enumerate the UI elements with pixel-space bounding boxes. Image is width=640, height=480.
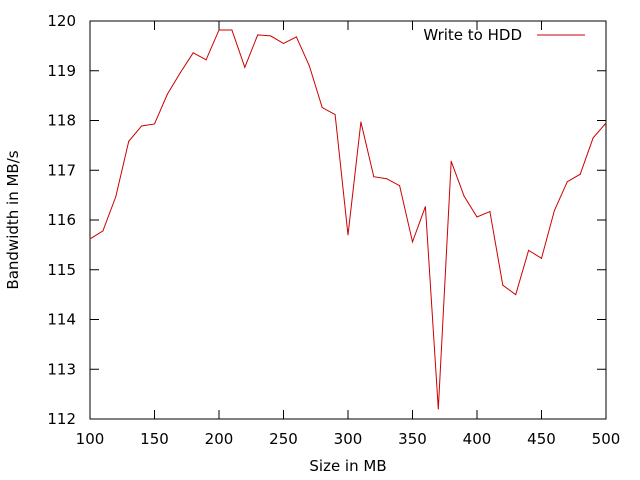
data-point [450,160,452,162]
series-layer [89,29,607,410]
data-point [154,123,155,125]
data-point [347,234,349,236]
y-tick-labels: 112 113 114 115 116 117 118 119 120 [47,12,76,428]
data-point [308,65,310,67]
data-point [141,125,143,127]
data-point [231,29,233,31]
y-tick-label: 115 [47,261,76,279]
x-tick-label: 500 [592,430,621,448]
y-tick-label: 117 [47,161,76,179]
y-tick-label: 119 [47,62,76,80]
data-point [566,181,568,183]
data-point [244,66,246,68]
data-point [270,35,272,37]
data-point [192,52,194,54]
data-point [424,206,426,208]
y-tick-label: 112 [47,410,76,428]
data-point [205,59,207,61]
data-point [386,178,388,180]
legend: Write to HDD [423,26,585,44]
data-point [463,195,465,197]
data-point [128,140,130,142]
plot-frame [89,20,607,420]
data-point [166,93,168,95]
series-line-write-to-hdd [89,29,607,410]
data-point [321,107,323,109]
x-tick-label: 450 [527,430,556,448]
x-tick-label: 100 [76,430,105,448]
data-point [412,241,413,243]
x-tick-label: 250 [269,430,298,448]
data-point [579,173,581,175]
data-point [605,122,607,124]
data-point [334,114,336,116]
x-tick-label: 150 [140,430,169,448]
data-point [257,34,259,36]
x-tick-label: 200 [205,430,234,448]
y-tick-label: 120 [47,12,76,30]
data-point [373,176,375,178]
y-axis-title: Bandwidth in MB/s [4,150,22,289]
y-tick-label: 113 [47,360,76,378]
y-tick-label: 116 [47,211,76,229]
x-tick-labels: 100 150 200 250 300 350 400 450 500 [76,430,621,448]
data-point [528,249,530,251]
data-point [283,42,284,44]
data-point [179,72,181,74]
y-tick-label: 114 [47,311,76,329]
x-tick-label: 350 [398,430,427,448]
data-point [218,29,220,31]
axis-ticks [90,21,606,419]
y-tick-label: 118 [47,112,76,130]
data-point [553,210,555,212]
data-point [399,185,401,187]
data-point [592,137,594,139]
x-tick-label: 400 [463,430,492,448]
x-tick-label: 300 [334,430,363,448]
data-point [360,121,362,123]
legend-label: Write to HDD [423,26,522,44]
data-point [515,294,517,296]
data-point [489,211,491,213]
data-point [476,216,478,218]
data-point [437,408,439,410]
data-point [541,257,542,259]
x-axis-title: Size in MB [309,457,386,475]
data-point [502,284,504,286]
data-point [89,238,91,240]
data-point [295,36,297,38]
data-point [102,230,104,232]
data-point [115,196,117,198]
